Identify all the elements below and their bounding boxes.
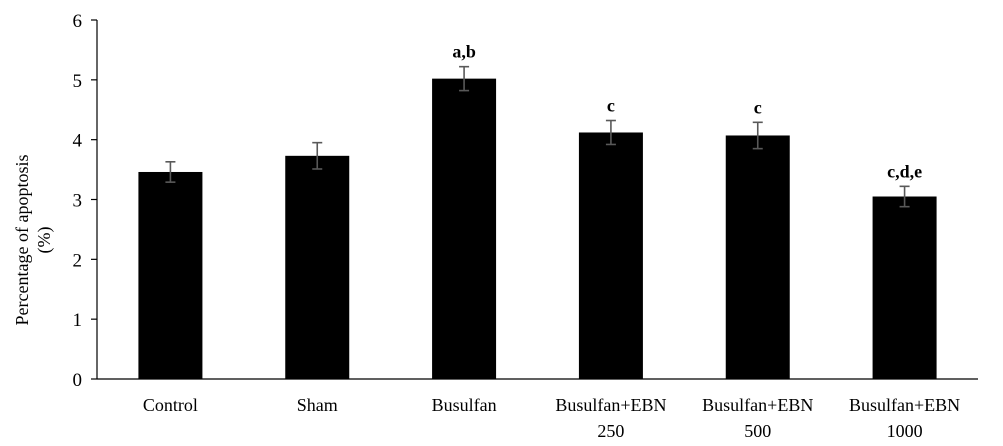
x-category-label: 1000	[887, 421, 923, 441]
y-tick-label: 2	[73, 250, 83, 271]
y-axis-label-line-2: (%)	[34, 227, 55, 254]
y-axis-ticks: 0 1 2 3 4 5 6	[73, 11, 97, 391]
significance-labels: a,b c c c,d,e	[452, 42, 922, 182]
y-axis-label-line-1: Percentage of apoptosis	[12, 155, 32, 326]
significance-label: c	[754, 97, 762, 117]
bar	[872, 196, 937, 379]
x-category-label: Busulfan+EBN	[849, 395, 960, 415]
significance-label: a,b	[452, 42, 476, 62]
x-category-label: Busulfan+EBN	[555, 395, 666, 415]
bar	[432, 78, 497, 380]
y-tick-label: 0	[73, 370, 83, 391]
x-category-label: 250	[597, 421, 624, 441]
y-axis-label: Percentage of apoptosis (%)	[12, 155, 55, 326]
y-tick-label: 3	[73, 191, 83, 212]
x-category-label: Busulfan	[432, 395, 497, 415]
x-category-label: Sham	[297, 395, 338, 415]
x-category-label: Busulfan+EBN	[702, 395, 813, 415]
error-bars	[165, 65, 910, 208]
y-tick-label: 6	[73, 11, 83, 32]
x-category-label: Control	[143, 395, 198, 415]
x-category-label: 500	[744, 421, 771, 441]
x-axis-categories: Control Sham Busulfan Busulfan+EBN 250 Busulf…	[143, 395, 960, 441]
bar	[285, 155, 350, 379]
y-tick-label: 1	[73, 310, 83, 331]
bar	[578, 132, 643, 379]
y-tick-label: 5	[73, 71, 83, 92]
significance-label: c,d,e	[887, 161, 922, 181]
y-tick-label: 4	[73, 131, 83, 152]
bar	[725, 135, 790, 379]
significance-label: c	[607, 96, 615, 116]
bar	[138, 171, 203, 379]
bars	[138, 78, 937, 380]
